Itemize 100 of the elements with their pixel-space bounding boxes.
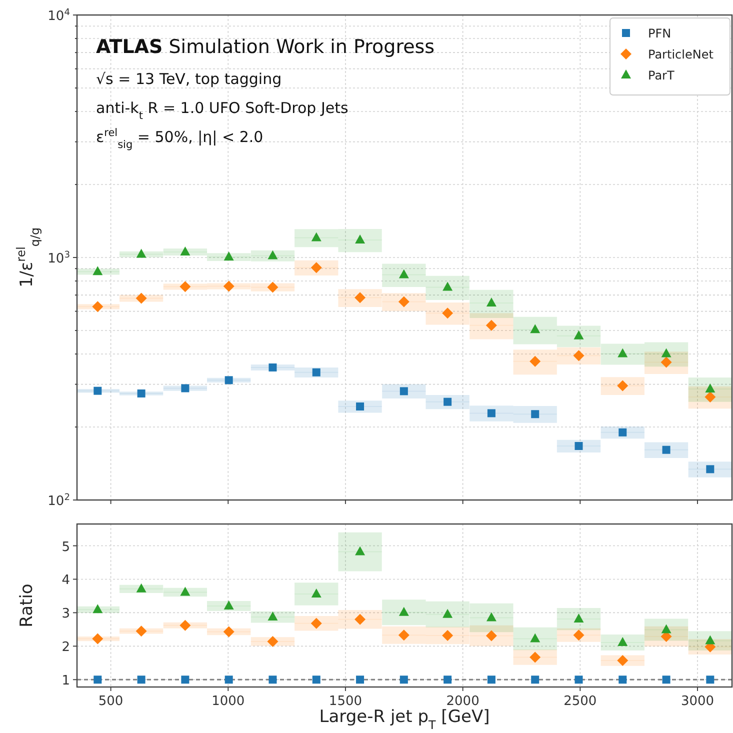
y-tick-label: 10$^{3}$ — [48, 250, 70, 266]
point — [136, 292, 147, 304]
point — [400, 387, 408, 396]
point — [574, 676, 583, 684]
point — [486, 630, 497, 642]
annotation: ε$^{rel}$$_{sig}$ = 50%, |η| < 2.0 — [96, 127, 264, 151]
point — [224, 251, 234, 260]
point — [617, 655, 628, 666]
point — [398, 630, 410, 641]
point — [137, 389, 146, 398]
x-tick-label: 3000 — [680, 694, 714, 709]
point — [530, 633, 540, 642]
point — [705, 383, 716, 392]
point — [92, 266, 103, 276]
annotation: anti-k$_{t}$ R = 1.0 UFO Soft-Drop Jets — [96, 99, 348, 122]
point — [137, 676, 146, 684]
point — [92, 301, 104, 312]
point — [180, 246, 190, 256]
point — [136, 626, 147, 637]
point — [573, 350, 584, 362]
y-axis-title: Ratio — [17, 584, 37, 628]
point — [705, 635, 716, 644]
point — [311, 232, 322, 242]
legend-label: ParticleNet — [648, 48, 714, 62]
x-tick-label: 2000 — [446, 694, 480, 709]
point — [181, 676, 190, 684]
y-tick-label: 4 — [62, 573, 70, 588]
point — [574, 442, 583, 450]
point — [706, 465, 714, 474]
y-tick-label: 1 — [62, 674, 70, 689]
point — [224, 376, 233, 384]
point — [530, 652, 541, 663]
x-axis-title: Large-R jet p$_{T}$ [GeV] — [319, 707, 490, 732]
annotation: ATLAS Simulation Work in Progress — [96, 36, 435, 58]
x-tick-label: 500 — [98, 694, 124, 709]
point — [355, 234, 366, 244]
point — [661, 624, 672, 634]
point — [617, 380, 628, 392]
point — [92, 604, 103, 614]
point — [400, 676, 408, 684]
point — [574, 330, 584, 340]
point — [223, 280, 234, 292]
x-tick-label: 1000 — [212, 694, 245, 709]
point — [181, 384, 190, 392]
point — [355, 546, 366, 556]
annotation: √s = 13 TeV, top tagging — [96, 70, 282, 88]
point — [356, 402, 364, 410]
point — [268, 676, 277, 684]
point — [442, 308, 454, 319]
point — [486, 298, 496, 307]
point — [267, 282, 278, 293]
point — [223, 626, 234, 638]
point — [531, 676, 540, 684]
point — [662, 446, 670, 454]
point — [398, 606, 409, 616]
point — [444, 676, 452, 684]
point — [268, 612, 278, 621]
point — [442, 630, 454, 641]
point — [180, 281, 191, 292]
point — [573, 630, 584, 641]
point — [487, 409, 496, 418]
point — [224, 600, 234, 610]
point — [574, 614, 584, 623]
point — [312, 676, 320, 684]
point — [442, 608, 453, 618]
point — [444, 398, 452, 406]
point — [136, 583, 146, 592]
point — [531, 410, 540, 418]
point — [268, 363, 277, 372]
point — [136, 248, 146, 258]
point — [660, 356, 672, 368]
point — [706, 676, 714, 684]
point — [398, 269, 409, 278]
point — [268, 250, 278, 260]
y-tick-label: 3 — [62, 606, 70, 622]
point — [442, 282, 453, 291]
point — [618, 428, 627, 436]
y-tick-label: 2 — [62, 640, 70, 656]
point — [618, 676, 627, 684]
point — [530, 324, 540, 334]
x-tick-label: 2500 — [564, 694, 597, 709]
point — [354, 614, 366, 625]
point — [224, 676, 233, 684]
y-tick-label: 10$^{2}$ — [48, 493, 70, 509]
legend-label: PFN — [648, 26, 672, 40]
point — [486, 320, 497, 331]
point — [311, 588, 322, 598]
x-tick-label: 1500 — [328, 694, 362, 709]
point — [704, 391, 716, 402]
point — [398, 296, 410, 308]
point — [312, 368, 320, 376]
point — [662, 676, 670, 684]
point — [487, 676, 496, 684]
point — [661, 348, 672, 358]
point — [310, 618, 322, 629]
point — [310, 262, 322, 274]
point — [180, 620, 191, 631]
point — [354, 292, 366, 304]
legend-label: ParT — [648, 68, 675, 82]
point — [94, 676, 102, 684]
